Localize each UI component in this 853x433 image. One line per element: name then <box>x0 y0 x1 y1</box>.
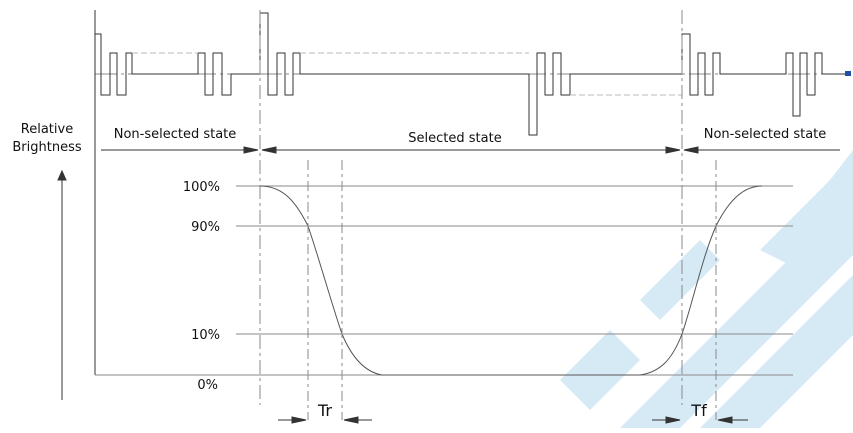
y-axis <box>57 10 96 400</box>
level-label-90: 90% <box>191 220 220 235</box>
rise-time-label: Tr <box>317 401 332 420</box>
drive-waveform <box>95 12 845 136</box>
y-axis-label-line1: Relative <box>21 122 73 137</box>
rise-time-dimension <box>278 416 372 424</box>
state-label-middle: Selected state <box>408 131 501 146</box>
level-grid-lines <box>95 185 793 376</box>
state-label-left: Non-selected state <box>114 127 237 142</box>
fall-time-label: Tf <box>690 401 707 420</box>
state-separators <box>259 10 683 405</box>
y-axis-label-line2: Brightness <box>12 140 81 155</box>
level-label-10: 10% <box>191 328 220 343</box>
level-label-0: 0% <box>197 378 218 393</box>
state-dimension-lines <box>101 146 840 154</box>
level-label-100: 100% <box>183 180 220 195</box>
fall-time-dimension <box>652 416 748 424</box>
state-label-right: Non-selected state <box>704 127 827 142</box>
time-markers <box>307 160 717 420</box>
watermark-logo <box>560 150 853 428</box>
arrow-marker-icon <box>845 71 851 76</box>
